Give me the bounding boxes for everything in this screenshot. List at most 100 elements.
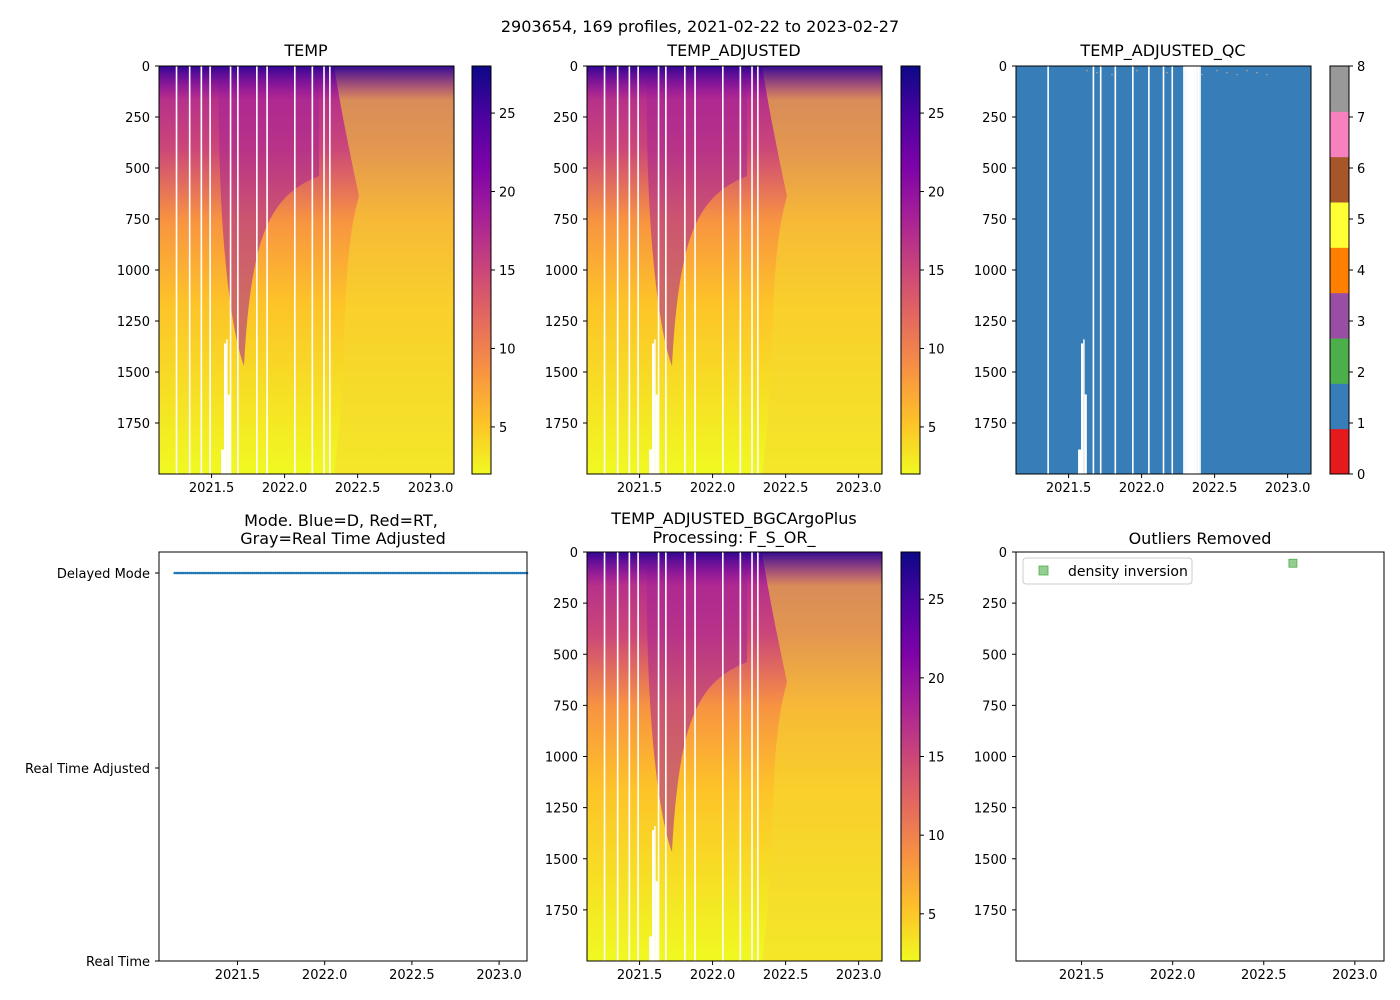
gap-line (256, 66, 258, 474)
mode-point (372, 571, 376, 575)
mode-point (441, 571, 445, 575)
mode-point (223, 571, 227, 575)
x-tick-label: 2023.0 (476, 968, 522, 983)
gap-line (1132, 66, 1134, 474)
qc-colorbar-ticks: 0 1 2 3 4 5 6 7 8 (1349, 60, 1365, 483)
gap-line (628, 552, 631, 961)
temp-surface-layer (159, 66, 454, 100)
bgc-gaps (603, 552, 759, 961)
mode-point (504, 571, 508, 575)
mode-point (236, 571, 239, 575)
mode-point (297, 571, 300, 575)
mode-point (343, 571, 346, 575)
y-tick-label: 1000 (545, 264, 578, 279)
panel-temp-adjusted-qc-plot (1015, 65, 1312, 475)
mode-point (416, 571, 420, 575)
colorbar-tick-label: 8 (1357, 60, 1365, 75)
mode-point (368, 571, 372, 575)
mode-point (215, 571, 218, 575)
gap-line (603, 66, 606, 474)
mode-point (326, 571, 330, 575)
colorbar-tick-label: 20 (499, 186, 516, 201)
mode-point (349, 571, 353, 575)
x-tick-label: 2022.0 (262, 481, 308, 496)
temp-adjusted-colorbar: 5 10 15 20 25 (900, 65, 945, 475)
mode-point (500, 571, 504, 575)
mode-point (519, 571, 523, 575)
mode-point (498, 571, 502, 575)
gap-line (1184, 66, 1187, 474)
mode-point (181, 571, 185, 575)
mode-point (292, 571, 296, 575)
deep-gap-block (655, 881, 658, 961)
deep-gap-block (651, 830, 655, 961)
gap-line (616, 66, 619, 474)
panel-outliers: Outliers Removed density inversion 2021.… (974, 529, 1385, 983)
figure-suptitle: 2903654, 169 profiles, 2021-02-22 to 202… (501, 17, 899, 36)
mode-point (351, 571, 355, 575)
gap-line (200, 66, 203, 474)
mode-point (290, 571, 294, 575)
mode-point (278, 571, 281, 575)
mode-point (301, 571, 304, 575)
gap-line (209, 66, 211, 474)
mode-point (345, 571, 348, 575)
mode-point (248, 571, 252, 575)
gap-line (628, 66, 631, 474)
mode-point (196, 571, 200, 575)
panel-mode-frame (158, 551, 528, 962)
panel-bgc-title-2: Processing: F_S_OR_ (653, 528, 817, 548)
mode-point (315, 571, 319, 575)
mode-point (466, 571, 470, 575)
temp-warm-intrusion (159, 66, 319, 366)
mode-point (330, 571, 334, 575)
mode-point (366, 571, 369, 575)
mode-point (454, 571, 458, 575)
x-tick-label: 2021.5 (215, 968, 261, 983)
panel-bgc: TEMP_ADJUSTED_BGCArgoPlus Processing: F_… (545, 509, 945, 983)
outliers-background (1016, 552, 1384, 961)
gap-line (1191, 66, 1194, 474)
gap-line (603, 552, 606, 961)
mode-point (429, 571, 432, 575)
bgc-deep-gap (649, 826, 658, 961)
y-tick-label: 1000 (545, 751, 578, 766)
y-tick-label: 1250 (974, 315, 1007, 330)
y-tick-label: 500 (982, 162, 1007, 177)
colorbar-tick-label: 20 (928, 672, 945, 687)
mode-point (225, 571, 229, 575)
y-tick-label: 750 (553, 699, 578, 714)
y-tick-label: 750 (982, 213, 1007, 228)
qc-speckle (1201, 74, 1203, 76)
mode-point (464, 571, 468, 575)
mode-point (271, 571, 275, 575)
gap-line (751, 66, 753, 474)
mode-point (213, 571, 216, 575)
mode-point (360, 571, 363, 575)
panel-bgc-plot (586, 551, 883, 962)
qc-speckle (1111, 74, 1113, 76)
colorbar-tick-label: 25 (928, 593, 945, 608)
mode-point (194, 571, 197, 575)
y-tick-label: 250 (982, 597, 1007, 612)
y-tick-label: 1250 (545, 315, 578, 330)
gap-line (1148, 66, 1150, 474)
mode-y-categories: Delayed Mode Real Time Adjusted Real Time (25, 567, 159, 970)
colorbar-tick-label: 5 (928, 908, 936, 923)
mode-point (265, 571, 269, 575)
y-tick-label: 1250 (974, 802, 1007, 817)
temp-colorbar-ramp (471, 65, 492, 475)
panel-temp-adjusted: TEMP_ADJUSTED 2021.5 2022.0 2022.5 2023.0 0… (545, 41, 945, 496)
gap-line (294, 66, 296, 474)
mode-point (339, 571, 342, 575)
y-tick-label: 500 (553, 162, 578, 177)
gap-line (657, 552, 660, 961)
gap-line (1114, 66, 1117, 474)
mode-point (257, 571, 260, 575)
x-tick-label: 2021.5 (1059, 968, 1105, 983)
qc-speckle (1086, 70, 1088, 72)
qc-band-2 (1330, 338, 1349, 384)
mode-point (190, 571, 193, 575)
mode-point (420, 571, 424, 575)
y-tick-label: 750 (125, 213, 150, 228)
